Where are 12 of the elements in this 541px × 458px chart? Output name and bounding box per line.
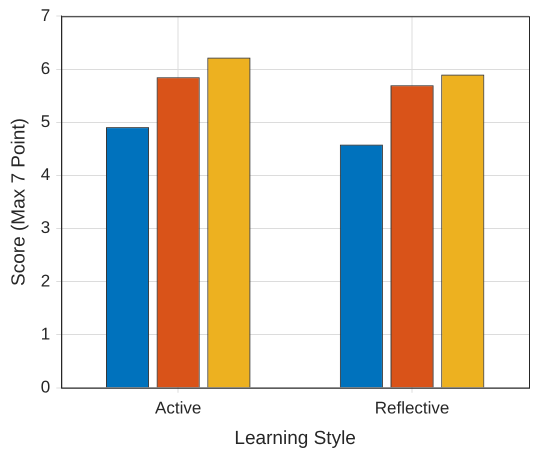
y-tick-label: 3: [40, 218, 50, 238]
x-tick-label: Active: [155, 398, 202, 418]
y-axis-title: Score (Max 7 Point): [8, 118, 30, 286]
x-axis-title: Learning Style: [234, 428, 356, 449]
y-tick-label: 1: [40, 324, 50, 344]
y-tick-label: 5: [40, 112, 50, 132]
y-tick-label: 0: [40, 377, 50, 396]
x-tick-label: Reflective: [374, 398, 450, 418]
y-tick-label: 7: [40, 6, 50, 25]
y-tick-label: 4: [40, 165, 50, 184]
y-tick-label: 6: [40, 58, 50, 78]
y-tick-label: 2: [40, 271, 50, 290]
